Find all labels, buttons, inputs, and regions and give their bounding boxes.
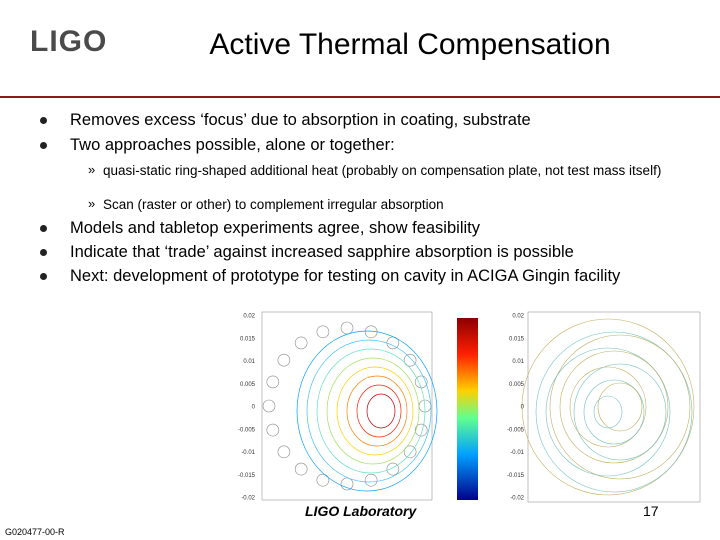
sub-bullet-marker: » — [88, 162, 96, 177]
bullet-dot — [40, 142, 47, 149]
contour — [316, 348, 426, 474]
contour — [306, 339, 432, 483]
heater-ring — [403, 445, 417, 459]
bullet-text: Models and tabletop experiments agree, s… — [70, 219, 480, 237]
contour — [549, 334, 691, 480]
left-plot-frame — [261, 311, 433, 501]
contour — [573, 363, 667, 461]
heater-ring — [277, 353, 291, 367]
bullet-dot — [40, 273, 47, 280]
y-tick-label: 0 — [521, 405, 525, 411]
contour — [583, 379, 645, 445]
contour — [559, 350, 669, 464]
heater-ring — [364, 473, 378, 487]
page-number: 17 — [643, 503, 659, 519]
heater-ring — [340, 477, 354, 491]
y-tick-label: 0 — [252, 405, 256, 411]
slide-title: Active Thermal Compensation — [209, 28, 611, 61]
bullet-text: Next: development of prototype for testi… — [70, 267, 621, 285]
y-tick-label: -0.02 — [510, 496, 524, 502]
contour — [521, 318, 695, 496]
y-tick-label: -0.015 — [507, 473, 525, 479]
heater-ring — [316, 473, 330, 487]
contour — [597, 382, 643, 432]
sub-bullet-text: Scan (raster or other) to complement irr… — [103, 197, 444, 212]
contour — [366, 393, 396, 429]
contour — [326, 357, 420, 465]
y-tick-label: 0.01 — [512, 359, 524, 365]
heater-ring — [386, 462, 400, 476]
heater-ring — [262, 399, 276, 413]
y-tick-label: -0.02 — [241, 496, 255, 502]
bullet-dot — [40, 249, 47, 256]
bullet-text: Removes excess ‘focus’ due to absorption… — [70, 111, 531, 129]
title-rule — [0, 96, 720, 98]
y-tick-label: -0.005 — [238, 427, 256, 433]
heater-ring — [266, 423, 280, 437]
right-plot-frame — [527, 311, 701, 503]
footer-lab: LIGO Laboratory — [305, 503, 417, 519]
contour — [569, 366, 647, 448]
heater-ring — [414, 423, 428, 437]
bullet-text: Indicate that ‘trade’ against increased … — [70, 243, 574, 261]
contour — [336, 366, 414, 456]
heater-ring — [294, 336, 308, 350]
bullet-text: Two approaches possible, alone or togeth… — [70, 136, 395, 154]
y-tick-label: 0.02 — [243, 314, 255, 320]
bullet-dot — [40, 225, 47, 232]
bullet-dot — [40, 117, 47, 124]
y-tick-label: 0.005 — [240, 382, 256, 388]
heater-ring — [340, 321, 354, 335]
y-tick-label: 0.02 — [512, 314, 524, 320]
y-tick-label: -0.01 — [241, 450, 255, 456]
contour — [535, 331, 693, 493]
y-tick-label: -0.005 — [507, 427, 525, 433]
sub-bullet-text: quasi-static ring-shaped additional heat… — [103, 163, 662, 178]
contour — [356, 384, 402, 438]
contour — [545, 347, 671, 477]
heater-ring — [403, 353, 417, 367]
colorbar — [457, 318, 478, 500]
logo: LIGO — [30, 25, 108, 58]
sub-bullet-marker: » — [88, 196, 96, 211]
doc-id: G020477-00-R — [5, 527, 65, 537]
heater-ring — [316, 325, 330, 339]
y-tick-label: -0.01 — [510, 450, 524, 456]
heater-ring — [277, 445, 291, 459]
heater-ring — [294, 462, 308, 476]
contour — [296, 330, 438, 492]
contour — [593, 395, 623, 429]
heater-ring — [266, 375, 280, 389]
y-tick-label: 0.01 — [243, 359, 255, 365]
y-tick-label: -0.015 — [238, 473, 256, 479]
contour — [346, 375, 408, 447]
y-tick-label: 0.015 — [240, 336, 256, 342]
y-tick-label: 0.005 — [509, 382, 525, 388]
y-tick-label: 0.015 — [509, 336, 525, 342]
